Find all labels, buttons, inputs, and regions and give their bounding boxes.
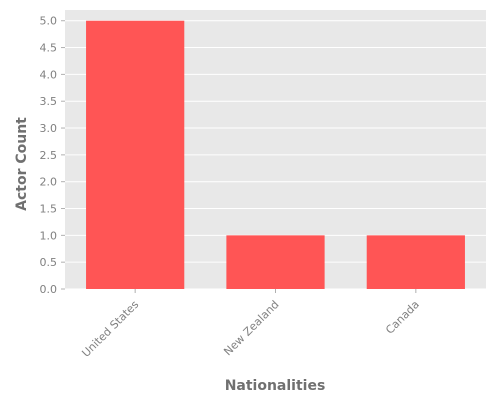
x-tick-labels: United States New Zealand Canada (79, 289, 422, 360)
x-axis-title: Nationalities (225, 378, 326, 394)
y-axis-title: Actor Count (14, 117, 30, 211)
y-tick-labels: 0.0 0.5 1.0 1.5 2.0 2.5 3.0 3.5 4.0 4.5 5.0 (40, 15, 65, 296)
bar-new-zealand (226, 235, 325, 289)
bars (86, 20, 465, 289)
y-tick-label: 2.5 (40, 149, 58, 162)
x-tick-label: New Zealand (221, 298, 281, 358)
x-tick-label: Canada (383, 298, 422, 337)
bar-united-states (86, 20, 185, 289)
y-tick-label: 3.5 (40, 95, 58, 108)
y-tick-label: 0.5 (40, 256, 58, 269)
y-tick-label: 2.0 (40, 176, 58, 189)
y-tick-label: 0.0 (40, 283, 58, 296)
y-tick-label: 5.0 (40, 15, 58, 28)
y-tick-label: 3.0 (40, 122, 58, 135)
x-tick-label: United States (79, 298, 141, 360)
bar-canada (366, 235, 465, 289)
y-tick-label: 4.0 (40, 68, 58, 81)
y-tick-label: 4.5 (40, 42, 58, 55)
y-tick-label: 1.5 (40, 203, 58, 216)
y-tick-label: 1.0 (40, 229, 58, 242)
